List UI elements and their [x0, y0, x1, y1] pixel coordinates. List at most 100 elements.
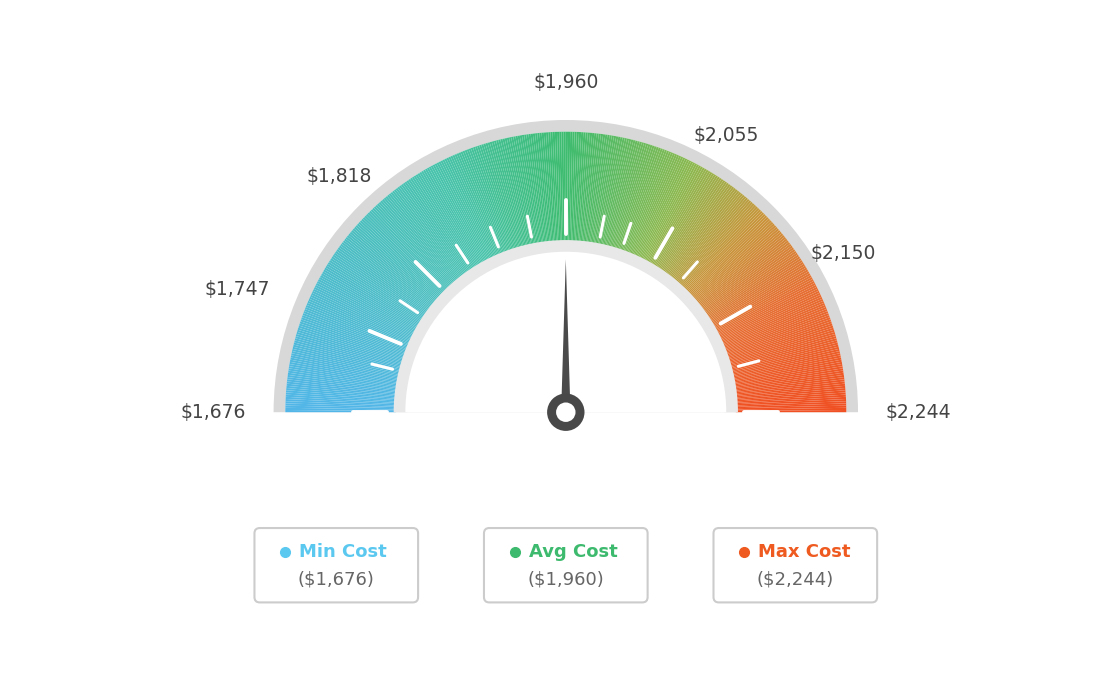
Text: $2,244: $2,244 [885, 403, 952, 422]
Wedge shape [389, 193, 459, 280]
Wedge shape [701, 242, 790, 310]
Wedge shape [355, 225, 439, 299]
Wedge shape [410, 178, 473, 271]
Wedge shape [286, 401, 396, 407]
Wedge shape [289, 366, 399, 386]
Wedge shape [320, 275, 417, 331]
Wedge shape [337, 249, 427, 315]
Wedge shape [643, 162, 696, 262]
Wedge shape [500, 139, 528, 247]
Wedge shape [735, 386, 846, 397]
Wedge shape [659, 178, 722, 271]
Wedge shape [725, 317, 830, 356]
Wedge shape [361, 219, 443, 296]
Wedge shape [289, 364, 399, 384]
Wedge shape [719, 290, 819, 339]
Wedge shape [394, 240, 737, 412]
Wedge shape [599, 137, 623, 246]
Wedge shape [591, 135, 609, 244]
Wedge shape [731, 344, 839, 373]
Wedge shape [705, 253, 798, 317]
Wedge shape [470, 148, 509, 253]
Wedge shape [675, 196, 746, 282]
Wedge shape [728, 326, 834, 361]
Wedge shape [288, 371, 397, 388]
Wedge shape [371, 209, 448, 290]
Text: ($1,676): ($1,676) [298, 570, 374, 589]
Wedge shape [574, 132, 581, 242]
Wedge shape [638, 159, 687, 259]
Wedge shape [690, 220, 772, 297]
Wedge shape [570, 132, 574, 242]
FancyBboxPatch shape [254, 528, 418, 602]
Wedge shape [626, 150, 667, 254]
Wedge shape [671, 192, 741, 279]
Wedge shape [716, 281, 815, 334]
Wedge shape [732, 355, 841, 379]
Wedge shape [346, 237, 433, 307]
Wedge shape [692, 225, 776, 299]
Wedge shape [734, 368, 843, 387]
Wedge shape [596, 136, 618, 245]
Wedge shape [573, 132, 578, 242]
Wedge shape [522, 135, 541, 244]
Wedge shape [463, 150, 505, 254]
Wedge shape [445, 159, 493, 259]
Wedge shape [625, 149, 665, 253]
Wedge shape [629, 152, 673, 255]
Wedge shape [668, 188, 736, 277]
Wedge shape [289, 362, 399, 383]
Wedge shape [558, 132, 562, 242]
Wedge shape [686, 214, 766, 293]
Wedge shape [735, 395, 846, 403]
Wedge shape [712, 269, 808, 327]
Wedge shape [691, 221, 773, 298]
Wedge shape [350, 232, 436, 304]
Wedge shape [730, 338, 837, 368]
Wedge shape [564, 132, 565, 242]
Wedge shape [664, 183, 729, 274]
Wedge shape [388, 195, 458, 282]
Wedge shape [460, 151, 503, 255]
Wedge shape [394, 189, 463, 278]
Wedge shape [369, 210, 447, 291]
Wedge shape [633, 154, 677, 256]
Wedge shape [363, 217, 444, 295]
Wedge shape [733, 366, 842, 386]
Wedge shape [505, 138, 530, 246]
Wedge shape [339, 246, 429, 313]
Wedge shape [639, 159, 689, 259]
Wedge shape [293, 344, 401, 373]
Wedge shape [319, 277, 417, 331]
Wedge shape [343, 240, 432, 309]
Wedge shape [683, 209, 761, 290]
Wedge shape [735, 401, 846, 407]
Wedge shape [624, 148, 662, 253]
Wedge shape [735, 393, 846, 402]
Wedge shape [699, 239, 787, 308]
Wedge shape [293, 346, 401, 374]
Wedge shape [684, 210, 763, 291]
Wedge shape [691, 224, 775, 299]
Wedge shape [728, 328, 834, 362]
Wedge shape [726, 322, 832, 358]
Wedge shape [287, 377, 397, 392]
Wedge shape [491, 141, 522, 248]
Wedge shape [704, 251, 797, 315]
Wedge shape [652, 170, 711, 266]
Wedge shape [299, 324, 404, 359]
Wedge shape [676, 197, 749, 283]
Wedge shape [597, 137, 620, 246]
Wedge shape [484, 144, 517, 250]
Wedge shape [531, 134, 545, 244]
Wedge shape [734, 375, 845, 391]
Wedge shape [702, 246, 793, 313]
Wedge shape [348, 233, 435, 305]
Wedge shape [711, 266, 806, 324]
Wedge shape [715, 279, 814, 333]
FancyBboxPatch shape [713, 528, 878, 602]
Wedge shape [601, 137, 625, 246]
Wedge shape [347, 235, 434, 306]
Wedge shape [314, 287, 414, 337]
Wedge shape [420, 172, 478, 267]
